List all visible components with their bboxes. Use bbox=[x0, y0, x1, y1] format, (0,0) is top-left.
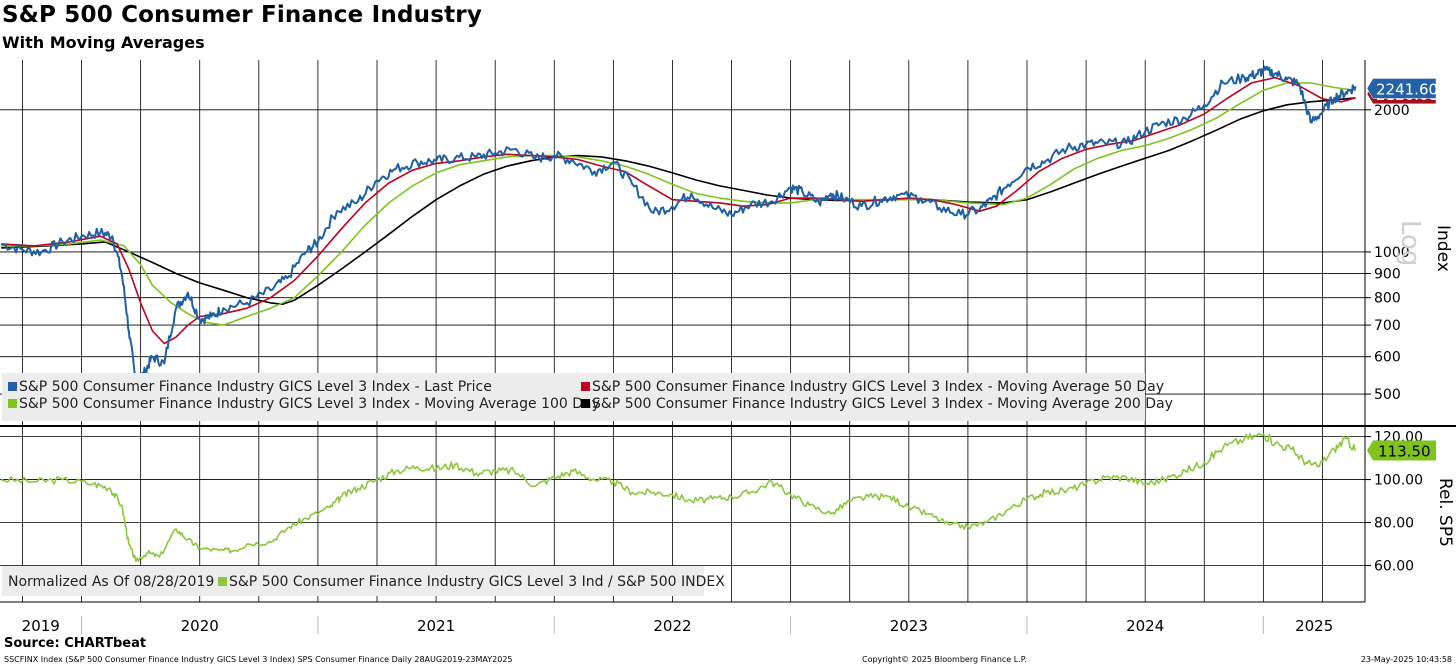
legend-swatch-ma50 bbox=[581, 382, 590, 391]
rel-normalized-note: Normalized As Of 08/28/2019 bbox=[8, 574, 214, 590]
series-line-last_price bbox=[0, 65, 1357, 391]
legend-label-last_price: S&P 500 Consumer Finance Industry GICS L… bbox=[19, 379, 492, 395]
rel-y-tick-label: 60.00 bbox=[1374, 558, 1414, 574]
y-tick-label: 500 bbox=[1374, 387, 1401, 403]
legend-swatch-relative bbox=[218, 577, 227, 586]
legend-label-ma200: S&P 500 Consumer Finance Industry GICS L… bbox=[592, 396, 1173, 412]
rel-legend-box bbox=[2, 566, 704, 596]
y-tick-label: 700 bbox=[1374, 318, 1401, 334]
scale-label: Log bbox=[1395, 220, 1425, 266]
x-tick-label: 2020 bbox=[181, 617, 219, 635]
last-price-tag: 2241.60 bbox=[1376, 80, 1438, 98]
legend-label-relative: S&P 500 Consumer Finance Industry GICS L… bbox=[229, 574, 725, 590]
y-tick-label: 2000 bbox=[1374, 103, 1410, 119]
legend-label-ma100: S&P 500 Consumer Finance Industry GICS L… bbox=[19, 396, 600, 412]
timestamp-label: 23-May-2025 10:43:58 bbox=[1360, 655, 1452, 664]
rel-y-tick-label: 80.00 bbox=[1374, 516, 1414, 532]
y-tick-label: 800 bbox=[1374, 291, 1401, 307]
x-tick-label: 2025 bbox=[1295, 617, 1333, 635]
rel-last-tag: 113.50 bbox=[1378, 443, 1431, 461]
chart-subtitle: With Moving Averages bbox=[2, 33, 205, 52]
y-tick-label: 600 bbox=[1374, 350, 1401, 366]
series-line-relative bbox=[0, 432, 1357, 562]
copyright-label: Copyright© 2025 Bloomberg Finance L.P. bbox=[862, 655, 1027, 664]
series-line-ma100 bbox=[1, 82, 1356, 326]
footer-note: SSCFINX Index (S&P 500 Consumer Finance … bbox=[4, 655, 513, 664]
last-price-tag-bg bbox=[1366, 78, 1437, 99]
legend-label-ma50: S&P 500 Consumer Finance Industry GICS L… bbox=[592, 379, 1164, 395]
y-tick-label: 1000 bbox=[1374, 245, 1410, 261]
source-label: Source: CHARTbeat bbox=[4, 636, 147, 651]
rel-y-tick-label: 100.00 bbox=[1374, 473, 1423, 489]
chart-title: S&P 500 Consumer Finance Industry bbox=[2, 2, 483, 28]
x-tick-label: 2021 bbox=[417, 617, 455, 635]
x-tick-label: 2019 bbox=[22, 617, 60, 635]
series-line-ma50 bbox=[1, 76, 1356, 345]
legend-swatch-ma200 bbox=[581, 399, 590, 408]
legend-swatch-ma100 bbox=[8, 399, 17, 408]
x-tick-label: 2022 bbox=[653, 617, 691, 635]
x-tick-label: 2023 bbox=[890, 617, 928, 635]
legend-box bbox=[2, 373, 1145, 421]
rel-last-tag-bg bbox=[1367, 440, 1436, 461]
x-tick-label: 2024 bbox=[1126, 617, 1164, 635]
legend-swatch-last_price bbox=[8, 382, 17, 391]
y-tick-label: 900 bbox=[1374, 267, 1401, 283]
y-axis-title: Index bbox=[1433, 225, 1453, 272]
rel-axis-title: Rel. SP5 bbox=[1435, 478, 1455, 547]
